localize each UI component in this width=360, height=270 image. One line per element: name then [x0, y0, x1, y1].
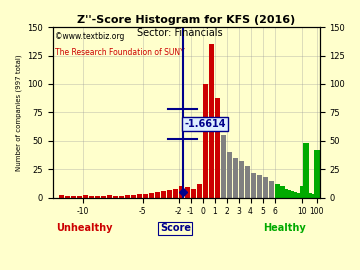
Bar	[215, 98, 220, 198]
Text: Healthy: Healthy	[264, 223, 306, 233]
Bar	[161, 191, 166, 198]
Text: ©www.textbiz.org: ©www.textbiz.org	[55, 32, 125, 41]
Bar	[71, 197, 76, 198]
Bar	[291, 192, 297, 198]
Bar	[297, 194, 303, 198]
Bar	[59, 195, 64, 198]
Text: The Research Foundation of SUNY: The Research Foundation of SUNY	[55, 48, 185, 57]
Bar	[137, 194, 143, 198]
Bar	[285, 190, 291, 198]
Bar	[303, 143, 309, 198]
Bar	[101, 197, 107, 198]
Text: Score: Score	[160, 223, 191, 233]
Bar	[294, 193, 300, 198]
Bar	[239, 161, 244, 198]
Bar	[227, 152, 233, 198]
Bar	[125, 195, 130, 198]
Bar	[251, 173, 256, 198]
Bar	[143, 194, 148, 198]
Bar	[269, 181, 274, 198]
Bar	[221, 135, 226, 198]
Bar	[119, 197, 125, 198]
Bar	[167, 190, 172, 198]
Bar	[173, 188, 179, 198]
Bar	[89, 197, 94, 198]
Y-axis label: Number of companies (997 total): Number of companies (997 total)	[15, 54, 22, 171]
Bar	[209, 44, 215, 198]
Bar	[155, 192, 161, 198]
Text: -1.6614: -1.6614	[184, 119, 226, 129]
Bar	[233, 158, 238, 198]
Text: Unhealthy: Unhealthy	[56, 223, 113, 233]
Text: Sector: Financials: Sector: Financials	[137, 28, 223, 38]
Bar	[263, 177, 269, 198]
Bar	[306, 193, 312, 198]
Bar	[316, 173, 321, 198]
Bar	[279, 186, 285, 198]
Bar	[65, 197, 71, 198]
Bar	[191, 188, 197, 198]
Bar	[113, 197, 118, 198]
Bar	[149, 193, 154, 198]
Bar	[275, 184, 280, 198]
Bar	[95, 197, 100, 198]
Bar	[185, 187, 190, 198]
Bar	[203, 84, 208, 198]
Bar	[309, 194, 315, 198]
Bar	[314, 150, 320, 198]
Bar	[300, 186, 306, 198]
Bar	[257, 175, 262, 198]
Title: Z''-Score Histogram for KFS (2016): Z''-Score Histogram for KFS (2016)	[77, 15, 295, 25]
Bar	[282, 188, 288, 198]
Bar	[83, 195, 89, 198]
Bar	[179, 186, 184, 198]
Bar	[288, 191, 294, 198]
Bar	[107, 195, 112, 198]
Bar	[245, 166, 251, 198]
Bar	[131, 195, 136, 198]
Bar	[197, 184, 202, 198]
Bar	[77, 197, 82, 198]
